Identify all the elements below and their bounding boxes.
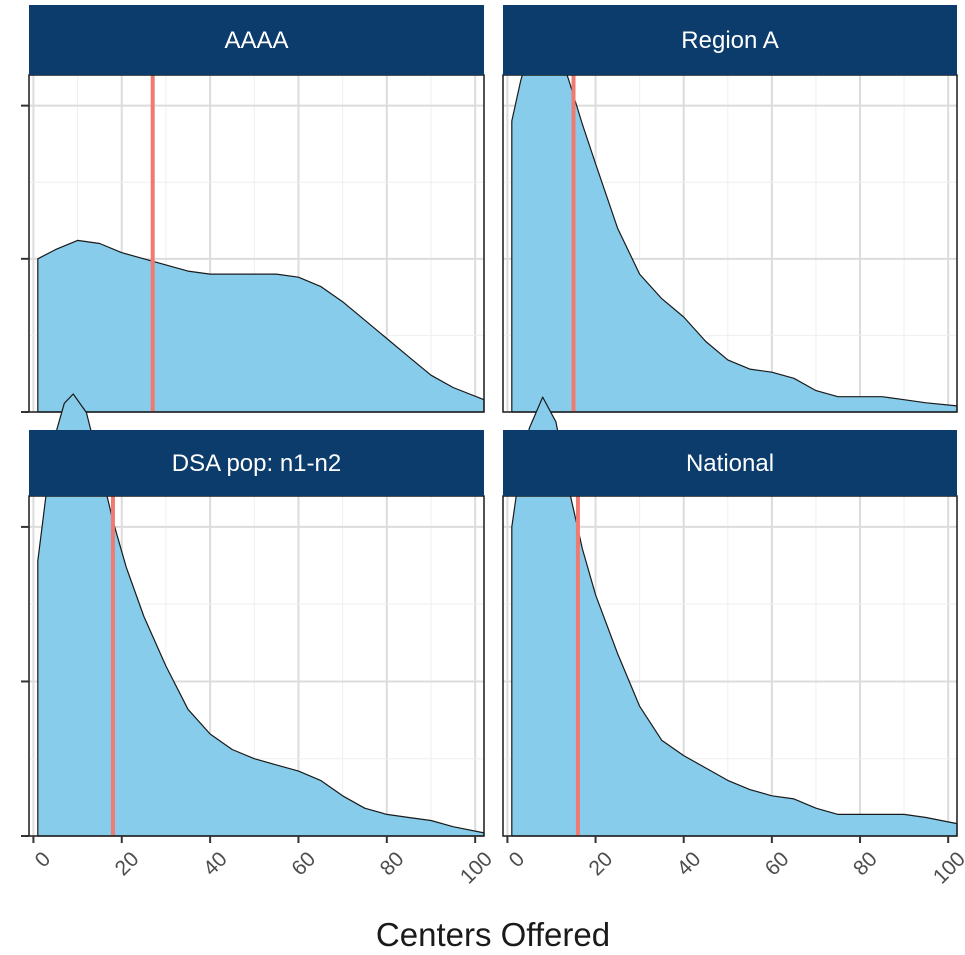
facet-strip xyxy=(29,430,484,496)
x-axis-title: Centers Offered xyxy=(376,916,610,953)
facet-strip-label: National xyxy=(686,450,774,477)
facet-strip-label: Region A xyxy=(681,27,778,54)
density-area xyxy=(37,393,485,837)
facet-strip-label: AAAA xyxy=(224,27,288,54)
density-area xyxy=(37,239,485,413)
facet-panel: Region A xyxy=(502,5,958,413)
facet-strip xyxy=(503,430,957,496)
facet-strip-label: DSA pop: n1-n2 xyxy=(172,450,341,477)
panel-grid xyxy=(503,496,957,836)
facet-strip xyxy=(29,5,484,75)
density-area xyxy=(511,396,958,837)
facet-strip xyxy=(503,5,957,75)
facet-panel: AAAA xyxy=(21,5,485,413)
facet-panel: DSA pop: n1-n20 20 40 60 80 100 xyxy=(21,393,497,889)
